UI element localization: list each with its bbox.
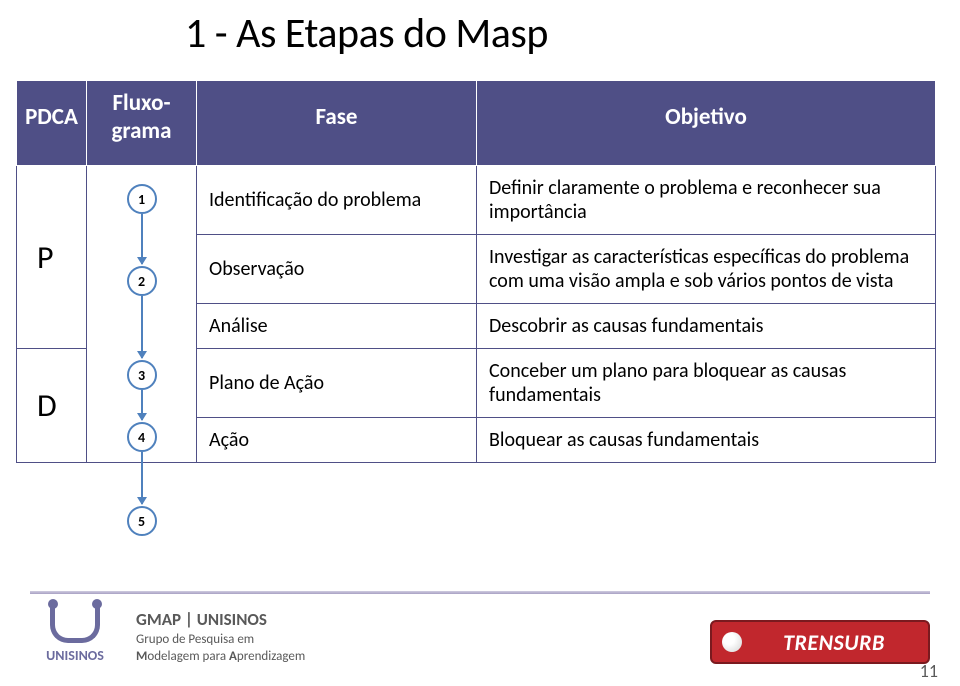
col-fluxograma: Fluxo- grama (87, 81, 197, 166)
col-pdca: PDCA (17, 81, 87, 166)
flow-node-2: 2 (127, 266, 157, 296)
footer: UNISINOS GMAP | UNISINOS Grupo de Pesqui… (30, 603, 930, 664)
trensurb-logo: TRENSURB (710, 620, 930, 664)
pdca-d: D (17, 349, 87, 463)
flow-node-3: 3 (127, 360, 157, 390)
flowchart-cell: 1 2 3 4 5 (87, 166, 197, 463)
fase-cell: Identificação do problema (197, 166, 477, 235)
objetivo-cell: Bloquear as causas fundamentais (477, 418, 936, 463)
gmap-block: GMAP | UNISINOS Grupo de Pesquisa em Mod… (136, 609, 305, 664)
left-logos: UNISINOS GMAP | UNISINOS Grupo de Pesqui… (30, 603, 305, 664)
objetivo-cell: Conceber um plano para bloquear as causa… (477, 349, 936, 418)
gmap-title: GMAP | UNISINOS (136, 609, 305, 630)
fase-cell: Plano de Ação (197, 349, 477, 418)
flow-arrow (141, 390, 143, 420)
flow-arrow (141, 214, 143, 264)
fase-cell: Observação (197, 235, 477, 304)
col-objetivo: Objetivo (477, 81, 936, 166)
fase-cell: Ação (197, 418, 477, 463)
flow-node-5: 5 (127, 506, 157, 536)
objetivo-cell: Definir claramente o problema e reconhec… (477, 166, 936, 235)
pdca-p: P (17, 166, 87, 349)
gmap-subtitle-1: Grupo de Pesquisa em (136, 632, 305, 647)
unisinos-logo: UNISINOS (30, 603, 120, 664)
page-title: 1 - As Etapas do Masp (185, 8, 548, 59)
masp-table: PDCA Fluxo- grama Fase Objetivo P 1 2 3 … (16, 80, 936, 463)
footer-divider (30, 591, 930, 594)
flow-arrow (141, 452, 143, 504)
objetivo-cell: Investigar as características específica… (477, 235, 936, 304)
objetivo-cell: Descobrir as causas fundamentais (477, 304, 936, 349)
unisinos-icon (50, 603, 100, 643)
trensurb-text: TRENSURB (783, 629, 885, 656)
gmap-subtitle-2: Modelagem para Aprendizagem (136, 649, 305, 664)
unisinos-text: UNISINOS (30, 647, 120, 664)
flow-node-4: 4 (127, 422, 157, 452)
flow-node-1: 1 (127, 184, 157, 214)
slide-number: 11 (920, 660, 938, 682)
fase-cell: Análise (197, 304, 477, 349)
table-row: P 1 2 3 4 5 Identificação do problema De… (17, 166, 936, 235)
col-fase: Fase (197, 81, 477, 166)
flow-arrow (141, 296, 143, 358)
